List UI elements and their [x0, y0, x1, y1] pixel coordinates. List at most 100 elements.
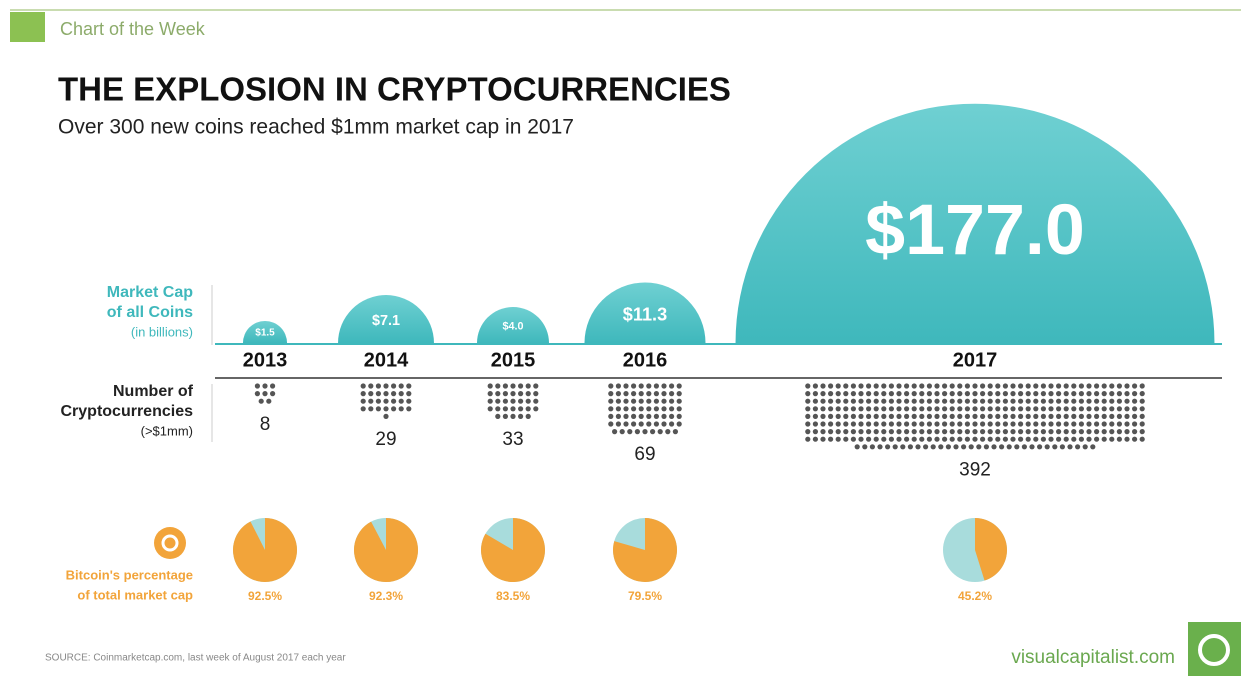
coin-dot — [266, 398, 272, 404]
coin-dot — [495, 398, 501, 404]
coin-dot — [896, 383, 902, 389]
coin-dot — [1025, 383, 1031, 389]
coin-dot — [904, 421, 910, 427]
coin-dot — [623, 398, 629, 404]
coin-dot — [828, 406, 834, 412]
coin-dot — [495, 391, 501, 397]
coin-dot — [964, 383, 971, 389]
coin-dot — [888, 391, 895, 397]
coin-dots — [805, 383, 1145, 450]
coin-dot — [510, 413, 516, 419]
coin-dot — [406, 383, 412, 389]
coin-dot — [942, 398, 948, 404]
coin-dot — [892, 444, 898, 450]
coin-dot — [828, 429, 834, 435]
coin-dot — [1086, 398, 1092, 404]
coin-dot — [1044, 444, 1050, 450]
coin-dot — [646, 406, 652, 412]
coin-dot — [653, 413, 660, 419]
coin-dot — [926, 383, 933, 389]
coin-dot — [991, 444, 997, 450]
coin-dot — [930, 444, 936, 450]
coin-dot — [1116, 436, 1122, 442]
coin-dot — [1040, 391, 1046, 397]
coin-dot — [254, 391, 260, 397]
coin-dot — [495, 406, 501, 412]
coin-dot — [812, 383, 819, 389]
coin-dot — [934, 398, 940, 404]
coin-dot — [938, 444, 944, 450]
coin-dot — [812, 406, 819, 412]
coin-dot — [1048, 421, 1054, 427]
coin-dot — [858, 383, 864, 389]
coin-dot — [1056, 436, 1062, 442]
coin-dot — [980, 436, 986, 442]
coin-dot — [850, 429, 857, 435]
coin-dot — [812, 391, 819, 397]
coin-dot — [873, 429, 879, 435]
row-sublabel: (>$1mm) — [141, 423, 193, 438]
coin-dot — [828, 413, 834, 419]
coin-dot — [1094, 413, 1100, 419]
coin-dot — [1116, 383, 1122, 389]
coin-dot — [805, 429, 811, 435]
coin-dot — [843, 398, 849, 404]
coin-dot — [835, 413, 841, 419]
coin-dot — [949, 391, 955, 397]
coin-dot — [1116, 429, 1122, 435]
coin-dot — [820, 406, 826, 412]
coin-count: 69 — [634, 444, 655, 465]
brand-logo-mark — [1198, 634, 1230, 666]
year-label: 2017 — [953, 349, 998, 371]
coin-dot — [957, 413, 963, 419]
coin-dot — [964, 421, 971, 427]
coin-dot — [1048, 383, 1054, 389]
coin-dot — [1094, 398, 1100, 404]
coin-dot — [904, 413, 910, 419]
coin-dot — [608, 406, 614, 412]
coin-dot — [964, 391, 971, 397]
coin-dot — [820, 391, 826, 397]
coin-dot — [615, 398, 622, 404]
coin-dot — [1002, 406, 1009, 412]
coin-dot — [1086, 429, 1092, 435]
coin-dot — [1094, 436, 1100, 442]
coin-dot — [525, 413, 531, 419]
coin-dot — [980, 429, 986, 435]
coin-dot — [866, 421, 872, 427]
coin-dot — [487, 406, 493, 412]
coin-dot — [653, 421, 660, 427]
coin-dot — [881, 413, 887, 419]
coin-dot — [1078, 413, 1084, 419]
coin-dot — [1018, 391, 1024, 397]
coin-dot — [1063, 436, 1069, 442]
coin-dot — [533, 391, 539, 397]
coin-dot — [873, 383, 879, 389]
coin-dot — [646, 383, 652, 389]
coin-dot — [987, 398, 993, 404]
coin-dot — [812, 429, 819, 435]
coin-count: 33 — [502, 429, 523, 450]
bitcoin-icon-mark — [161, 534, 179, 552]
coin-dot — [510, 398, 516, 404]
coin-dot — [1109, 413, 1115, 419]
coin-dot — [964, 436, 971, 442]
coin-dot — [360, 383, 366, 389]
coin-dot — [1086, 421, 1092, 427]
year-label: 2015 — [491, 349, 536, 371]
coin-dot — [1090, 444, 1096, 450]
coin-dot — [502, 406, 508, 412]
coin-dot — [1052, 444, 1058, 450]
coin-dot — [1139, 436, 1145, 442]
coin-dot — [1033, 406, 1039, 412]
header: Chart of the Week — [60, 19, 206, 39]
coin-dot — [1025, 398, 1031, 404]
coin-dot — [1071, 436, 1077, 442]
coin-dot — [888, 406, 895, 412]
coin-dot — [980, 413, 986, 419]
coin-dot — [495, 383, 501, 389]
coin-dot — [926, 406, 933, 412]
coin-dot — [1040, 406, 1046, 412]
coin-dot — [270, 383, 276, 389]
coin-dot — [812, 436, 819, 442]
